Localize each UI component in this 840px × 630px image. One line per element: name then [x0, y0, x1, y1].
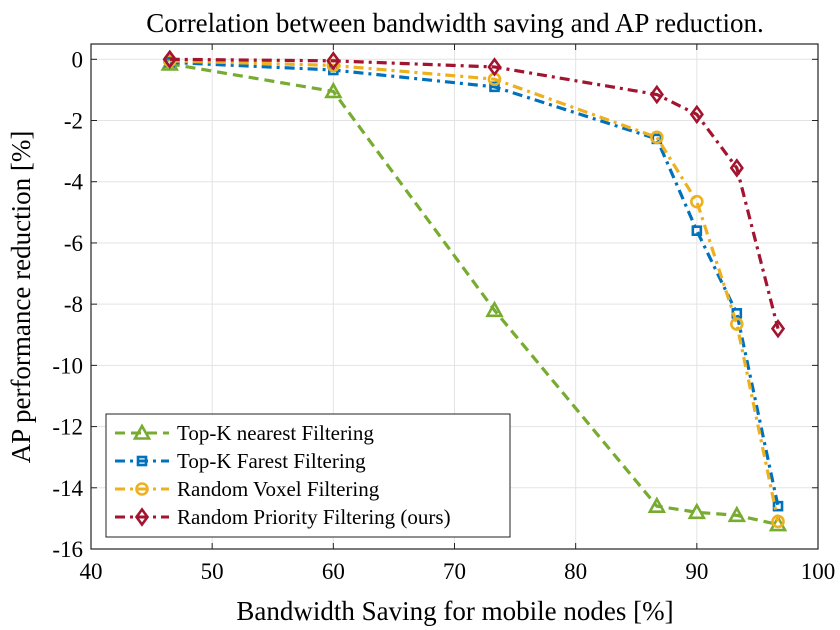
legend-item: Top-K Farest Filtering — [115, 449, 366, 473]
legend: Top-K nearest Filtering Top-K Farest Filt… — [105, 413, 511, 538]
data-point-square — [772, 500, 784, 512]
x-tick-label: 90 — [685, 559, 708, 584]
y-tick-label: 0 — [72, 47, 84, 72]
legend-label: Top-K Farest Filtering — [177, 449, 366, 473]
legend-label: Random Priority Filtering (ours) — [177, 505, 451, 529]
y-tick-label: -10 — [52, 353, 83, 378]
data-point-circle — [650, 130, 664, 145]
y-tick-label: -14 — [52, 476, 83, 501]
y-tick-label: -12 — [52, 415, 83, 440]
data-point-square — [489, 81, 500, 93]
y-tick-label: -16 — [52, 537, 83, 562]
data-point-diamond — [729, 158, 744, 178]
series-3 — [162, 49, 786, 339]
x-tick-label: 50 — [201, 559, 224, 584]
legend-marker-triangle — [132, 423, 152, 440]
y-tick-label: -2 — [64, 109, 83, 134]
x-tick-label: 60 — [322, 559, 345, 584]
data-point-triangle — [647, 496, 667, 513]
data-point-diamond — [487, 57, 502, 77]
x-axis-label: Bandwidth Saving for mobile nodes [%] — [236, 596, 673, 626]
x-tick-label: 80 — [564, 559, 587, 584]
y-axis-label: AP performance reduction [%] — [6, 131, 36, 464]
legend-label: Random Voxel Filtering — [177, 477, 380, 501]
data-point-diamond — [649, 84, 664, 105]
series-layer — [160, 49, 788, 532]
legend-marker-circle — [135, 482, 149, 496]
data-point-triangle — [485, 300, 504, 318]
y-tick-label: -8 — [64, 292, 83, 317]
legend-item: Random Voxel Filtering — [115, 477, 380, 501]
legend-item: Random Priority Filtering (ours) — [115, 505, 451, 529]
tick-layer: 40 50 60 70 80 90 100 0 -2 -4 -6 -8 -10 -12 -14 -16 — [52, 44, 835, 584]
data-point-triangle — [324, 81, 343, 99]
data-point-circle — [730, 317, 744, 331]
data-point-circle — [771, 514, 785, 529]
data-point-diamond — [689, 104, 704, 125]
y-tick-label: -6 — [64, 231, 83, 256]
series-line — [169, 62, 779, 527]
data-point-triangle — [687, 502, 707, 520]
data-point-triangle — [727, 505, 747, 523]
legend-label: Top-K nearest Filtering — [177, 421, 374, 445]
x-tick-label: 70 — [443, 559, 466, 584]
data-point-circle — [690, 194, 704, 209]
data-point-square — [691, 225, 703, 236]
legend-item: Top-K nearest Filtering — [115, 421, 374, 445]
x-tick-label: 40 — [80, 559, 103, 584]
series-line — [169, 59, 780, 522]
data-point-triangle — [768, 514, 788, 532]
x-tick-label: 100 — [801, 559, 836, 584]
legend-box — [105, 413, 511, 538]
data-point-diamond — [326, 51, 341, 71]
legend-marker-diamond — [134, 507, 150, 527]
series-0 — [160, 54, 788, 532]
data-point-diamond — [770, 318, 786, 339]
y-tick-label: -4 — [64, 170, 84, 195]
legend-marker-square — [136, 455, 148, 467]
chart-title: Correlation between bandwidth saving and… — [146, 8, 764, 38]
series-line — [169, 57, 780, 330]
data-point-diamond — [162, 49, 177, 70]
